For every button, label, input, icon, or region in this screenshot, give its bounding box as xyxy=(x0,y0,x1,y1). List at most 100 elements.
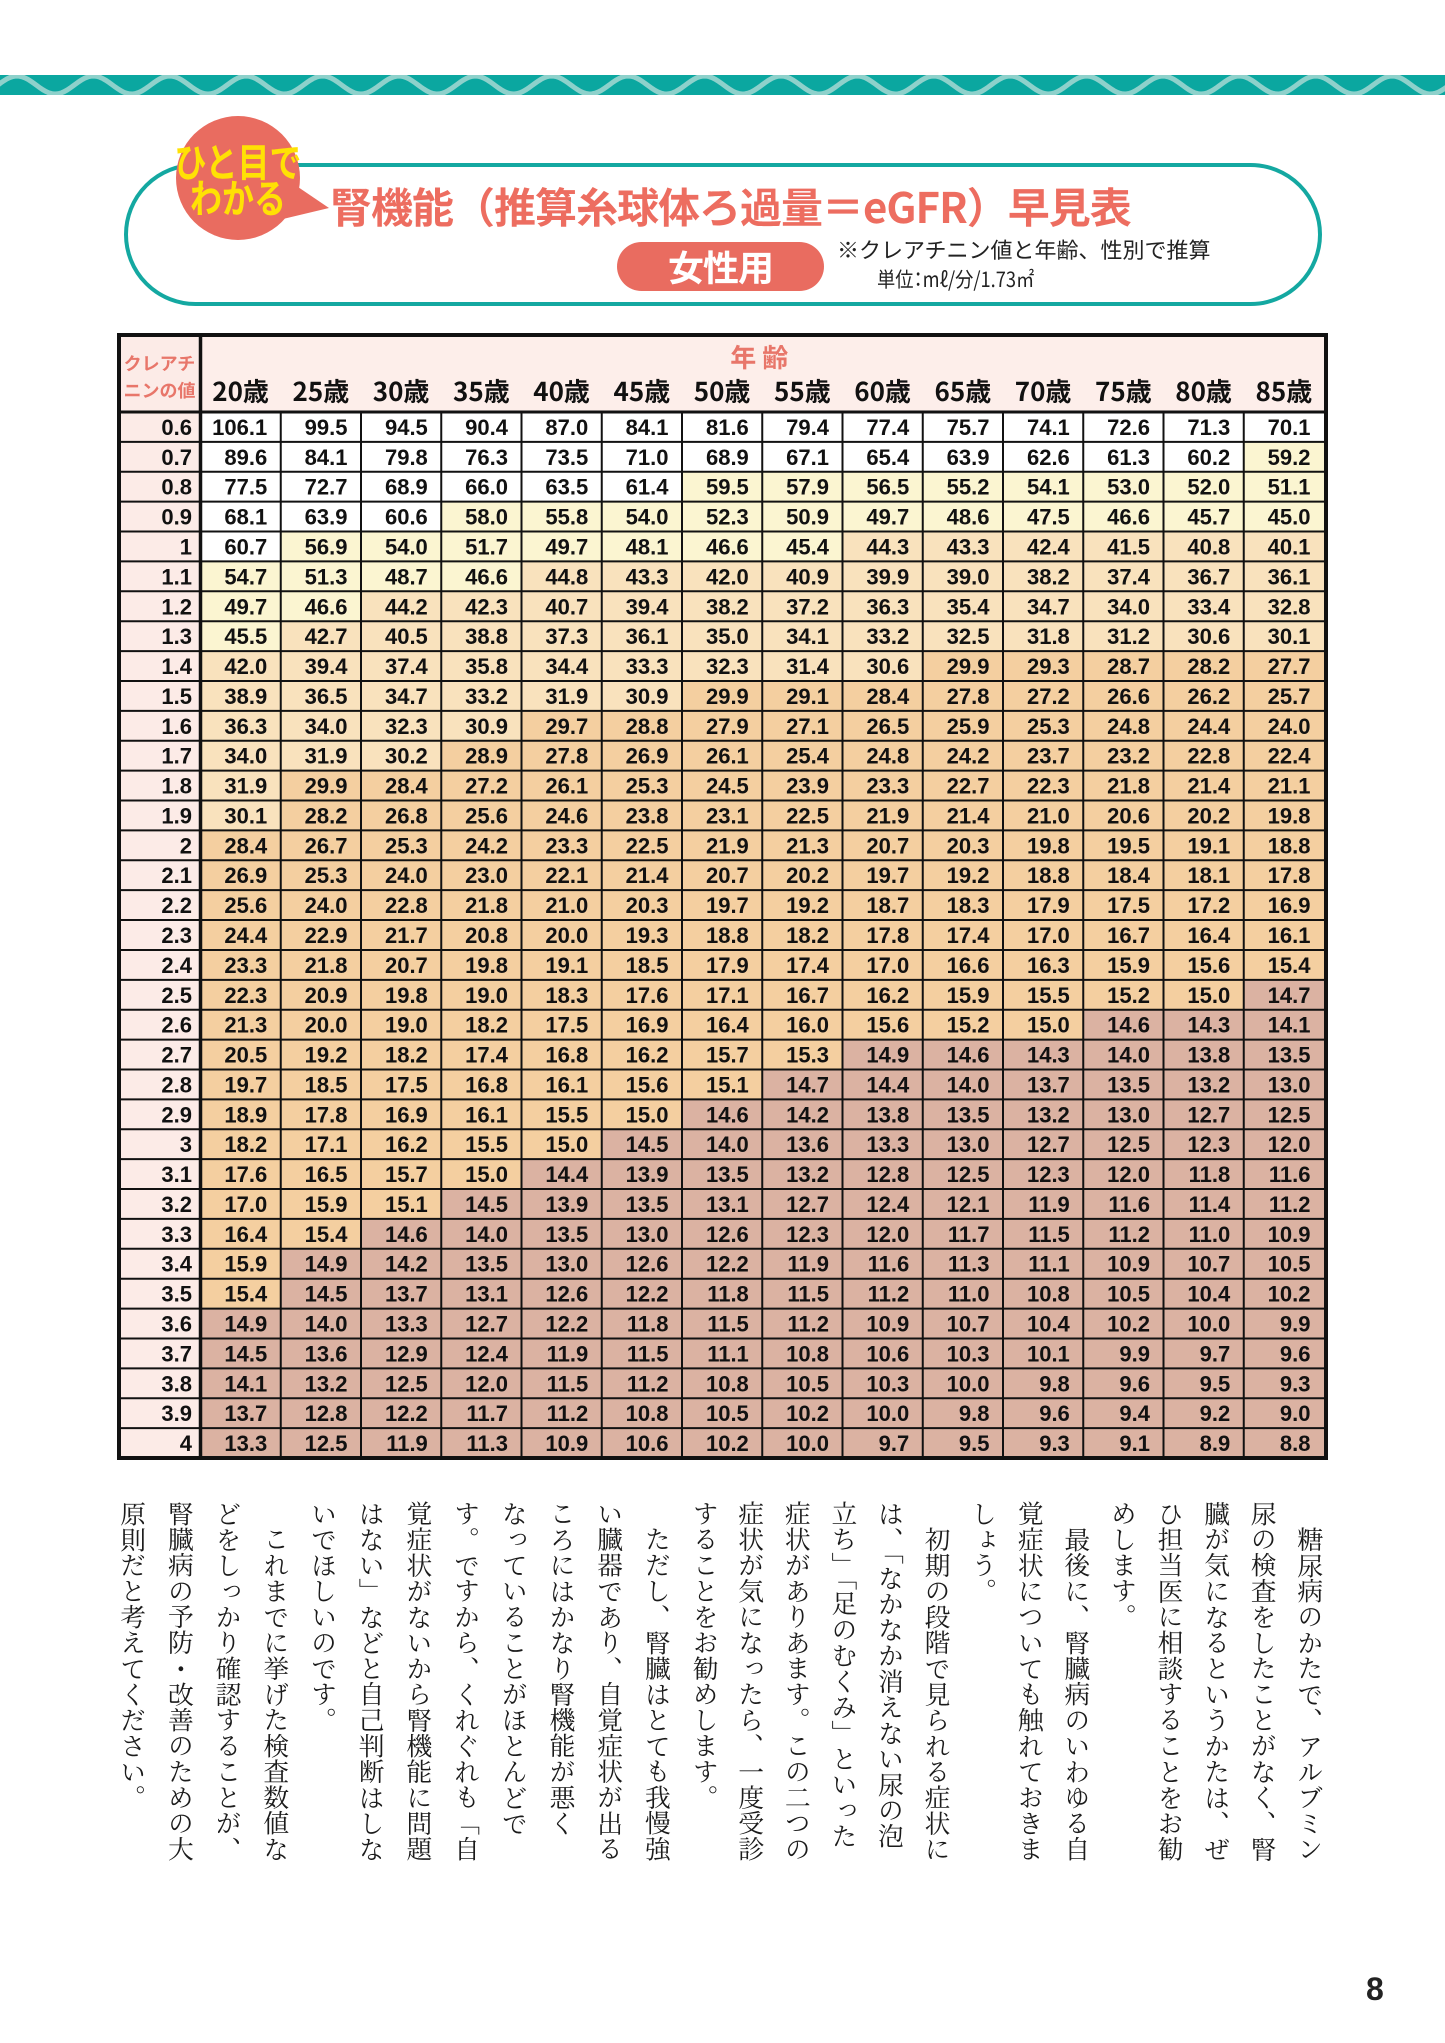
svg-text:20.3: 20.3 xyxy=(626,893,669,918)
svg-text:19.0: 19.0 xyxy=(465,983,508,1008)
svg-text:14.3: 14.3 xyxy=(1187,1013,1230,1038)
svg-text:15.7: 15.7 xyxy=(706,1043,749,1068)
svg-text:57.9: 57.9 xyxy=(786,475,829,500)
svg-text:24.4: 24.4 xyxy=(224,923,268,948)
svg-text:15.7: 15.7 xyxy=(385,1162,428,1187)
svg-text:11.7: 11.7 xyxy=(466,1401,508,1426)
svg-text:11.2: 11.2 xyxy=(547,1401,589,1426)
svg-text:12.8: 12.8 xyxy=(305,1401,348,1426)
svg-text:13.0: 13.0 xyxy=(545,1252,588,1277)
svg-text:15.9: 15.9 xyxy=(305,1192,348,1217)
svg-text:12.7: 12.7 xyxy=(1027,1132,1070,1157)
svg-text:46.6: 46.6 xyxy=(1107,505,1150,530)
svg-text:26.9: 26.9 xyxy=(224,863,267,888)
svg-text:36.1: 36.1 xyxy=(626,624,669,649)
svg-text:38.2: 38.2 xyxy=(1027,564,1070,589)
svg-text:37.3: 37.3 xyxy=(545,624,588,649)
svg-text:40.1: 40.1 xyxy=(1268,535,1311,560)
svg-text:11.1: 11.1 xyxy=(707,1341,749,1366)
svg-text:18.5: 18.5 xyxy=(305,1072,348,1097)
svg-text:22.7: 22.7 xyxy=(947,774,990,799)
svg-text:54.7: 54.7 xyxy=(224,564,267,589)
svg-text:33.2: 33.2 xyxy=(866,624,909,649)
svg-text:12.5: 12.5 xyxy=(305,1431,348,1456)
svg-text:52.3: 52.3 xyxy=(706,505,749,530)
svg-text:61.4: 61.4 xyxy=(626,475,670,500)
svg-text:17.5: 17.5 xyxy=(545,1013,588,1038)
svg-text:11.9: 11.9 xyxy=(787,1252,829,1277)
svg-text:12.6: 12.6 xyxy=(626,1252,669,1277)
svg-text:18.1: 18.1 xyxy=(1187,863,1230,888)
svg-text:25.3: 25.3 xyxy=(1027,714,1070,739)
svg-text:14.0: 14.0 xyxy=(706,1132,749,1157)
svg-text:10.7: 10.7 xyxy=(947,1312,990,1337)
svg-text:23.3: 23.3 xyxy=(224,953,267,978)
svg-text:11.5: 11.5 xyxy=(547,1371,589,1396)
svg-text:54.0: 54.0 xyxy=(385,535,428,560)
svg-text:21.4: 21.4 xyxy=(1187,774,1231,799)
svg-text:22.3: 22.3 xyxy=(1027,774,1070,799)
svg-text:99.5: 99.5 xyxy=(305,415,348,440)
svg-text:40.9: 40.9 xyxy=(786,564,829,589)
svg-text:29.9: 29.9 xyxy=(947,654,990,679)
svg-text:11.0: 11.0 xyxy=(1189,1222,1231,1247)
svg-text:15.0: 15.0 xyxy=(465,1162,508,1187)
svg-text:46.6: 46.6 xyxy=(706,535,749,560)
svg-text:3.6: 3.6 xyxy=(161,1312,192,1337)
svg-text:40.5: 40.5 xyxy=(385,624,428,649)
svg-text:15.0: 15.0 xyxy=(1187,983,1230,1008)
svg-text:12.1: 12.1 xyxy=(947,1192,990,1217)
svg-text:40.8: 40.8 xyxy=(1187,535,1230,560)
svg-text:39.0: 39.0 xyxy=(947,564,990,589)
svg-text:クレアチ: クレアチ xyxy=(124,350,196,376)
svg-text:22.4: 22.4 xyxy=(1268,744,1312,769)
svg-text:87.0: 87.0 xyxy=(545,415,588,440)
svg-text:3.7: 3.7 xyxy=(161,1341,192,1366)
svg-text:13.8: 13.8 xyxy=(1187,1043,1230,1068)
svg-text:20.6: 20.6 xyxy=(1107,804,1150,829)
svg-text:16.4: 16.4 xyxy=(706,1013,750,1038)
svg-text:40.7: 40.7 xyxy=(545,594,588,619)
svg-text:11.5: 11.5 xyxy=(787,1282,829,1307)
svg-text:18.2: 18.2 xyxy=(224,1132,267,1157)
svg-text:10.2: 10.2 xyxy=(1268,1282,1311,1307)
svg-text:26.2: 26.2 xyxy=(1187,684,1230,709)
svg-text:15.1: 15.1 xyxy=(385,1192,428,1217)
svg-text:18.4: 18.4 xyxy=(1107,863,1151,888)
svg-text:13.0: 13.0 xyxy=(1268,1072,1311,1097)
svg-text:38.2: 38.2 xyxy=(706,594,749,619)
svg-text:16.6: 16.6 xyxy=(947,953,990,978)
svg-text:54.0: 54.0 xyxy=(626,505,669,530)
svg-text:42.0: 42.0 xyxy=(706,564,749,589)
svg-text:15.4: 15.4 xyxy=(1268,953,1312,978)
svg-text:94.5: 94.5 xyxy=(385,415,428,440)
svg-text:18.2: 18.2 xyxy=(465,1013,508,1038)
svg-text:28.2: 28.2 xyxy=(305,804,348,829)
svg-text:28.4: 28.4 xyxy=(385,774,429,799)
svg-text:25.4: 25.4 xyxy=(786,744,830,769)
svg-text:30.9: 30.9 xyxy=(465,714,508,739)
svg-text:36.3: 36.3 xyxy=(866,594,909,619)
svg-text:13.2: 13.2 xyxy=(786,1162,829,1187)
svg-text:24.6: 24.6 xyxy=(545,804,588,829)
svg-text:33.3: 33.3 xyxy=(626,654,669,679)
svg-text:20.2: 20.2 xyxy=(1187,804,1230,829)
svg-text:14.6: 14.6 xyxy=(947,1043,990,1068)
svg-text:25.3: 25.3 xyxy=(626,774,669,799)
svg-text:11.3: 11.3 xyxy=(466,1431,508,1456)
svg-text:11.2: 11.2 xyxy=(627,1371,669,1396)
svg-text:15.6: 15.6 xyxy=(1187,953,1230,978)
svg-text:21.0: 21.0 xyxy=(1027,804,1070,829)
svg-text:20.7: 20.7 xyxy=(866,833,909,858)
svg-text:14.6: 14.6 xyxy=(706,1102,749,1127)
svg-text:44.3: 44.3 xyxy=(866,535,909,560)
svg-text:32.5: 32.5 xyxy=(947,624,990,649)
svg-text:15.2: 15.2 xyxy=(947,1013,990,1038)
svg-text:32.3: 32.3 xyxy=(385,714,428,739)
svg-text:24.5: 24.5 xyxy=(706,774,749,799)
svg-text:26.8: 26.8 xyxy=(385,804,428,829)
svg-text:18.3: 18.3 xyxy=(545,983,588,1008)
svg-text:1.9: 1.9 xyxy=(161,804,192,829)
svg-text:89.6: 89.6 xyxy=(224,445,267,470)
svg-text:65.4: 65.4 xyxy=(866,445,910,470)
